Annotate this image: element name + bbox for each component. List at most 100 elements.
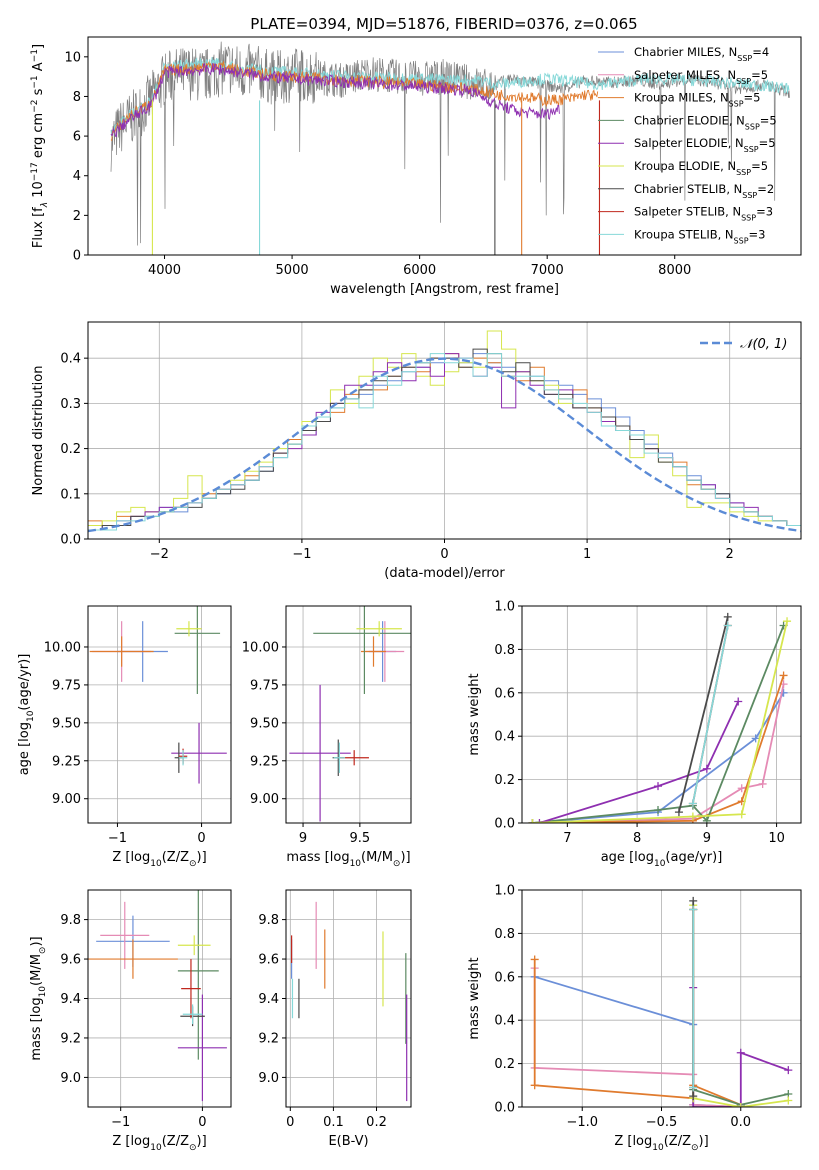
chart-panel-mass-weight-vs-age: 7 8 9 10 0.0 0.2 0.4 0.6 0.8 1.0 age [log10(age/yr… (467, 600, 802, 869)
chart-panel-mass-vs-Z: −1 0 9.0 9.2 9.4 9.6 9.8 Z [log10(Z/Z⊙)] mass [l… (29, 889, 232, 1153)
y-tick-label: 9.0 (258, 1071, 279, 1086)
legend-entry: Chabrier MILES, NSSP=4 (634, 45, 769, 63)
y-tick-label: 0.2 (60, 442, 81, 457)
y-tick-label: 1.0 (494, 884, 515, 899)
weight-marker (736, 1103, 745, 1107)
y-tick-label: 1.0 (494, 600, 515, 615)
figure-title: PLATE=0394, MJD=51876, FIBERID=0376, z=0… (250, 15, 637, 33)
x-axis-label: wavelength [Angstrom, rest frame] (330, 282, 559, 297)
x-tick-label: 8 (633, 831, 641, 846)
weight-marker (674, 808, 683, 817)
weight-line (533, 968, 741, 1107)
y-tick-label: 9.75 (52, 678, 81, 693)
weight-marker (723, 621, 732, 630)
chart-panel-spectrum: 4000 5000 6000 7000 8000 0 2 4 6 8 10 wavelength [A… (30, 36, 802, 297)
weight-line (532, 675, 785, 823)
plot-area (528, 612, 792, 823)
y-tick-label: 4 (73, 169, 81, 184)
y-tick-label: 9.4 (258, 992, 279, 1007)
x-axis-label: mass [log10(M/M⊙)] (286, 850, 410, 869)
x-tick-label: −0.5 (646, 1115, 678, 1130)
y-tick-label: 0.8 (494, 927, 515, 942)
axes-frame (87, 889, 232, 1108)
weight-marker (689, 1083, 698, 1092)
weight-line (533, 959, 742, 1106)
legend-entry: Kroupa ELODIE, NSSP=5 (634, 159, 768, 177)
x-tick-label: 0 (198, 1115, 206, 1130)
x-axis-label: Z [log10(Z/Z⊙)] (112, 850, 206, 869)
y-axis-label: mass weight (467, 673, 482, 755)
legend-entry: Chabrier STELIB, NSSP=2 (634, 182, 774, 200)
weight-marker (784, 1096, 793, 1105)
x-tick-label: 7 (563, 831, 571, 846)
x-tick-label: 5000 (276, 263, 309, 278)
axes-frame (521, 889, 802, 1108)
axes-frame (87, 321, 802, 540)
y-tick-label: 2 (73, 209, 81, 224)
plot-area (530, 896, 793, 1107)
y-tick-label: 0.8 (494, 643, 515, 658)
weight-marker (758, 779, 767, 788)
y-tick-label: 9.00 (250, 792, 279, 807)
x-tick-label: −2 (150, 547, 169, 562)
plot-area (88, 890, 227, 1102)
x-tick-label: −1.0 (566, 1115, 598, 1130)
y-tick-label: 9.0 (60, 1071, 81, 1086)
x-tick-label: 4000 (148, 263, 181, 278)
y-tick-label: 0.3 (60, 397, 81, 412)
weight-marker (784, 1066, 793, 1075)
x-axis-label: E(B-V) (328, 1134, 368, 1149)
weight-marker (654, 805, 663, 814)
axes-frame (285, 889, 412, 1108)
legend-entry: Salpeter MILES, NSSP=5 (634, 68, 768, 86)
y-tick-label: 0.1 (60, 487, 81, 502)
x-tick-label: 0 (440, 547, 448, 562)
histogram-step (88, 353, 801, 539)
y-tick-label: 9.2 (258, 1031, 279, 1046)
weight-marker (737, 810, 746, 819)
axes-frame (285, 605, 412, 824)
weight-marker (654, 782, 663, 791)
legend-entry: Salpeter ELODIE, NSSP=5 (634, 136, 776, 154)
y-axis-label: Normed distribution (31, 366, 46, 496)
x-tick-label: 0 (197, 831, 205, 846)
y-tick-label: 0.6 (494, 686, 515, 701)
y-tick-label: 9.8 (60, 913, 81, 928)
chart-panel-mass-weight-vs-Z: −1.0 −0.5 0.0 0.0 0.2 0.4 0.6 0.8 1.0 Z [log10(Z/… (467, 884, 802, 1153)
y-tick-label: 9.25 (52, 754, 81, 769)
y-tick-label: 0.4 (494, 730, 515, 745)
y-tick-label: 0 (73, 249, 81, 264)
weight-marker (530, 955, 539, 964)
weight-marker (783, 617, 792, 626)
legend-entry: 𝒩(0, 1) (740, 337, 787, 352)
weight-marker (530, 1081, 539, 1090)
legend-entry: Chabrier ELODIE, NSSP=5 (634, 113, 777, 130)
axes-frame (521, 605, 802, 824)
x-tick-label: 7000 (531, 263, 564, 278)
x-tick-label: 9.5 (350, 831, 371, 846)
y-tick-label: 0.0 (494, 1101, 515, 1116)
weight-marker (779, 671, 788, 680)
x-tick-label: 1 (583, 547, 591, 562)
weight-line (532, 692, 785, 823)
y-tick-label: 6 (73, 130, 81, 145)
weight-line (678, 616, 729, 813)
weight-marker (528, 819, 537, 823)
y-tick-label: 9.50 (250, 716, 279, 731)
y-axis-label: age [log10(age/yr)] (17, 654, 36, 776)
weight-marker (689, 1092, 698, 1101)
y-tick-label: 8 (73, 90, 81, 105)
weight-marker (535, 819, 544, 823)
chart-panel-age-vs-mass: 9 9.5 9.00 9.25 9.50 9.75 10.00 mass [log10(M/M… (242, 605, 412, 869)
weight-marker (702, 816, 711, 823)
x-tick-label: −1 (111, 1115, 130, 1130)
y-tick-label: 0.2 (494, 1057, 515, 1072)
y-tick-label: 9.6 (258, 953, 279, 968)
chart-panel-residual-histogram: −2 −1 0 1 2 0.0 0.1 0.2 0.3 0.4 (data-model)/error… (31, 321, 802, 581)
weight-line (692, 625, 729, 804)
x-axis-label: Z [log10(Z/Z⊙)] (112, 1134, 206, 1153)
x-tick-label: 0.0 (730, 1115, 751, 1130)
plot-area (289, 606, 411, 822)
weight-line (532, 683, 785, 823)
